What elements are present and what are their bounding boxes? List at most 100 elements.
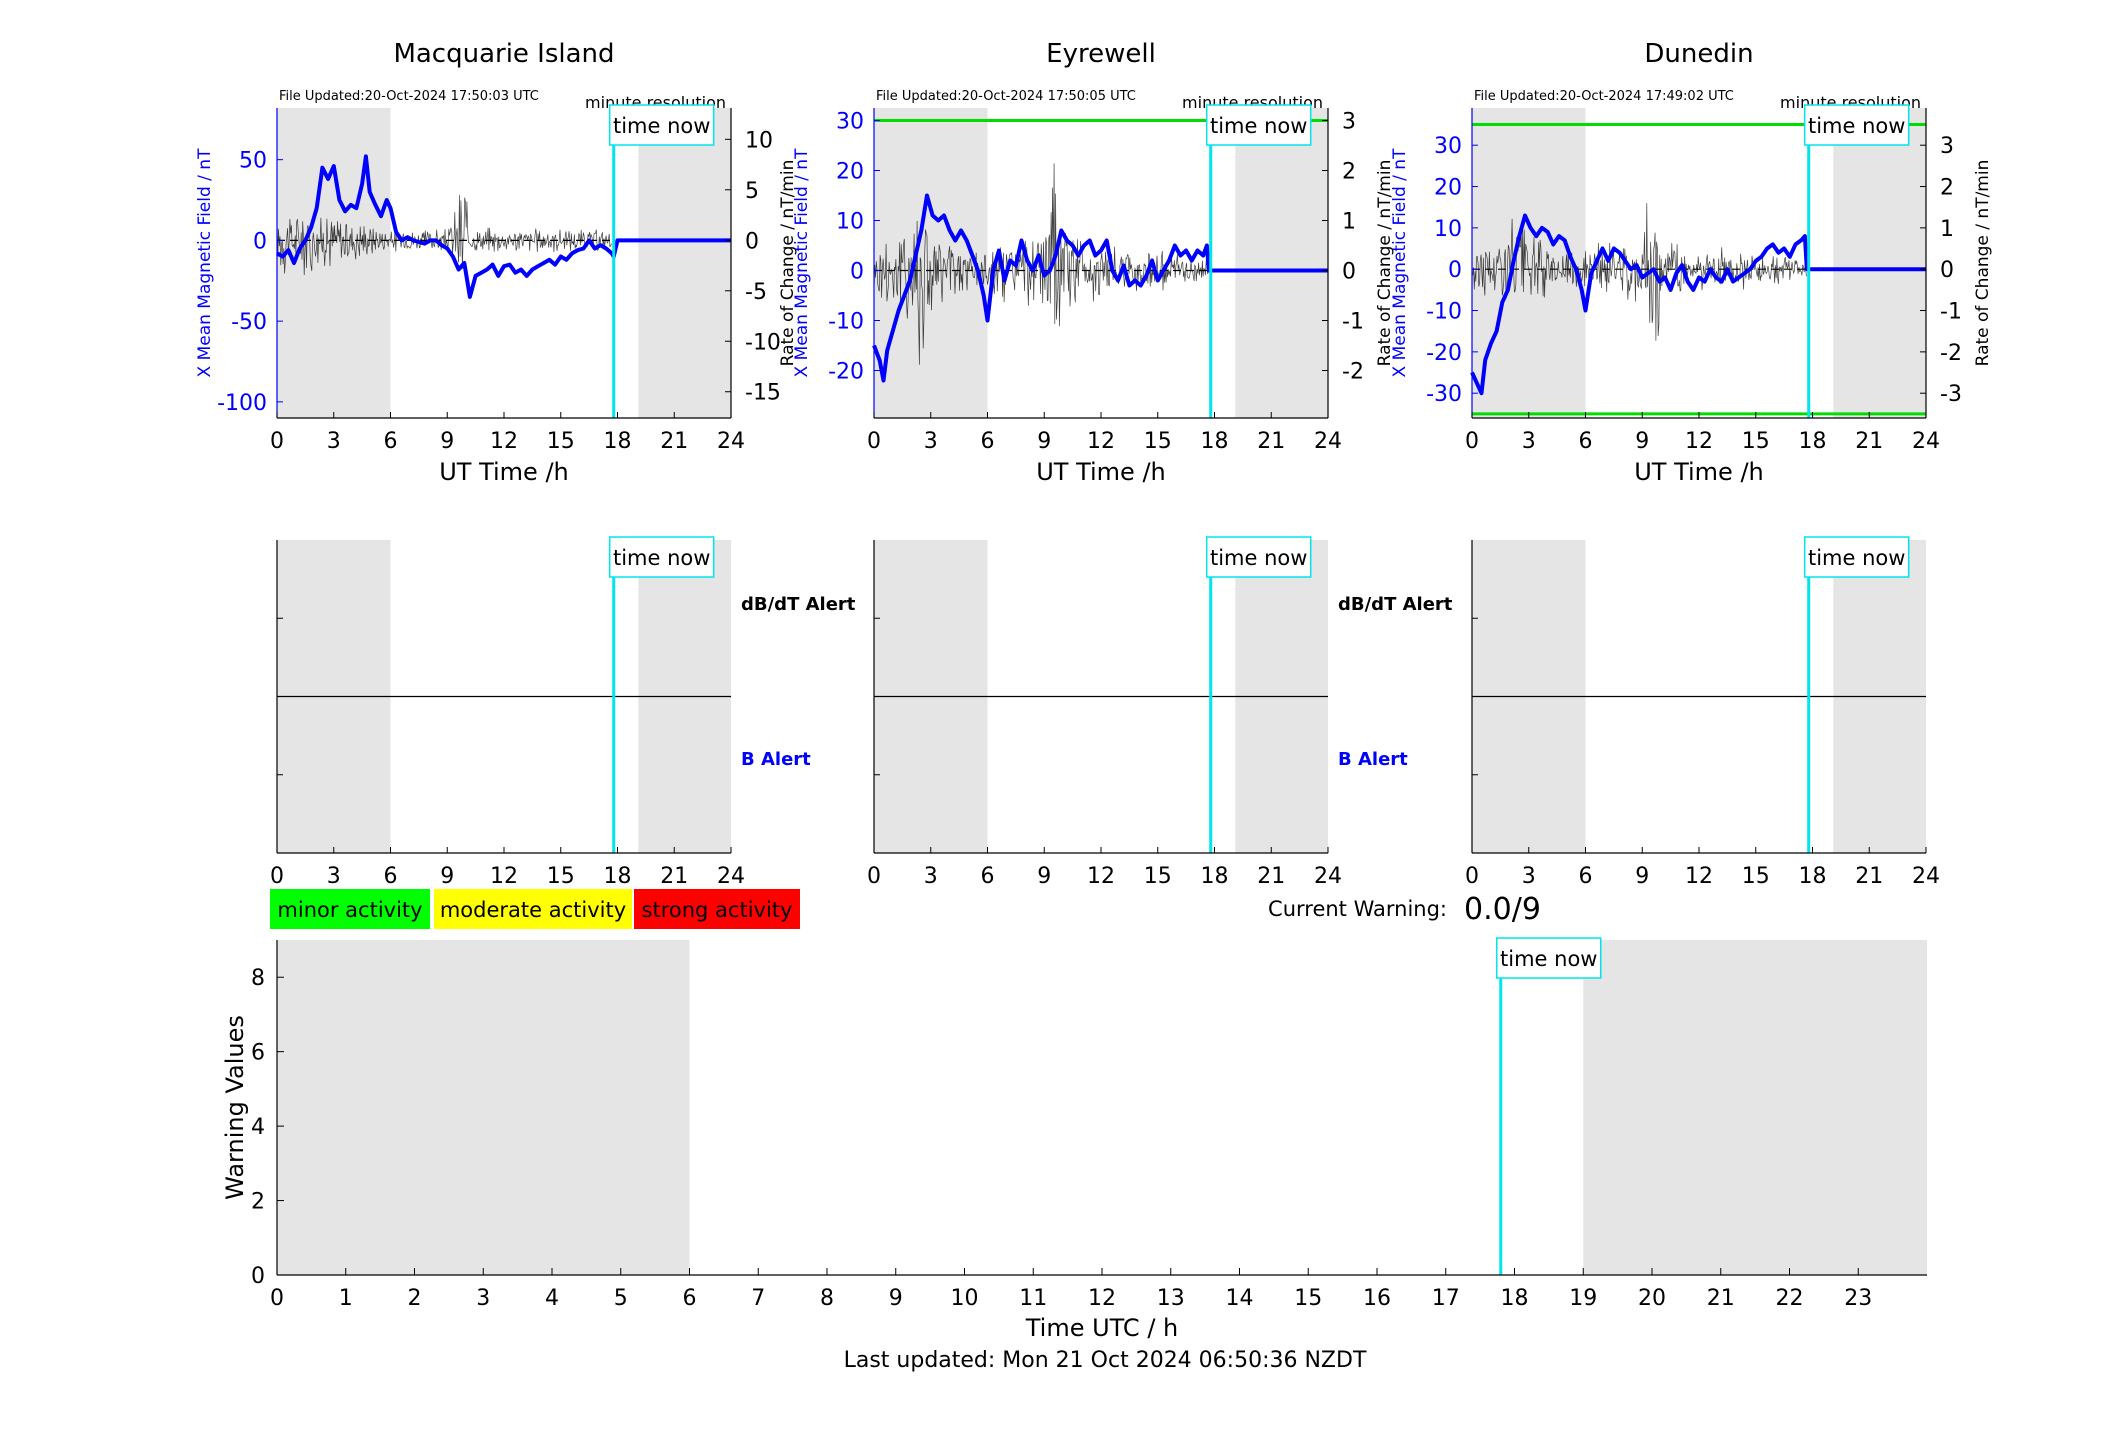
p2-x-tick-label: 18 xyxy=(1799,429,1827,454)
legend-moderate-swatch xyxy=(434,889,632,929)
current-warning-value: 0.0/9 xyxy=(1464,892,1541,927)
warning-x-tick-label: 0 xyxy=(270,1286,284,1311)
warning-x-tick-label: 3 xyxy=(476,1286,490,1311)
p0-y-tick-label-right: -15 xyxy=(745,381,781,406)
p1-x-tick-label: 3 xyxy=(924,429,938,454)
warning-time-now-box xyxy=(1496,937,1602,979)
a2-x-tick-label: 18 xyxy=(1799,864,1827,889)
a0-x-tick-label: 15 xyxy=(547,864,575,889)
p0-x-label: UT Time /h xyxy=(439,458,569,486)
p0-y-label-right: Rate of Change / nT/min xyxy=(778,160,798,367)
warning-x-tick-label: 2 xyxy=(408,1286,422,1311)
p2-y-tick-label-right: -1 xyxy=(1940,300,1962,325)
p2-y-tick-label-right: 2 xyxy=(1940,176,1954,201)
p0-file-updated: File Updated:20-Oct-2024 17:50:03 UTC xyxy=(279,89,539,104)
a2-x-tick-label: 3 xyxy=(1522,864,1536,889)
p0-field-series xyxy=(276,154,731,299)
p2-x-tick-label: 0 xyxy=(1465,429,1479,454)
p2-y-tick-label-right: 1 xyxy=(1940,217,1954,242)
p0-x-tick-label: 12 xyxy=(490,429,518,454)
a0-time-now-box xyxy=(608,536,715,578)
p1-rate-series xyxy=(873,163,1209,365)
warning-x-tick-label: 19 xyxy=(1569,1286,1597,1311)
p2-title: Dunedin xyxy=(1644,39,1753,69)
legend-minor-swatch xyxy=(270,889,430,929)
p1-y-tick-label-left: 20 xyxy=(836,160,864,185)
warning-y-tick-label: 0 xyxy=(251,1264,265,1289)
warning-x-tick-label: 21 xyxy=(1707,1286,1735,1311)
p2-x-tick-label: 24 xyxy=(1912,429,1940,454)
warning-x-tick-label: 13 xyxy=(1157,1286,1185,1311)
p0-x-tick-label: 18 xyxy=(604,429,632,454)
p1-x-tick-label: 12 xyxy=(1087,429,1115,454)
p2-y-tick-label-left: -20 xyxy=(1426,341,1462,366)
p0-night-shade xyxy=(638,108,731,418)
a1-time-now-label: time now xyxy=(1210,546,1307,570)
warning-y-label: Warning Values xyxy=(221,1015,249,1200)
warning-x-tick-label: 22 xyxy=(1776,1286,1804,1311)
warning-x-tick-label: 7 xyxy=(751,1286,765,1311)
p2-x-label: UT Time /h xyxy=(1634,458,1764,486)
p1-x-tick-label: 9 xyxy=(1037,429,1051,454)
warning-x-tick-label: 4 xyxy=(545,1286,559,1311)
p0-y-tick-label-right: -10 xyxy=(745,330,781,355)
warning-y-tick-label: 6 xyxy=(251,1041,265,1066)
p2-y-tick-label-left: -30 xyxy=(1426,382,1462,407)
a0-x-tick-label: 12 xyxy=(490,864,518,889)
p1-file-updated: File Updated:20-Oct-2024 17:50:05 UTC xyxy=(876,89,1136,104)
p0-y-tick-label-right: -5 xyxy=(745,280,767,305)
p2-y-tick-label-left: 30 xyxy=(1434,134,1462,159)
last-updated: Last updated: Mon 21 Oct 2024 06:50:36 N… xyxy=(844,1348,1367,1373)
p1-y-tick-label-left: 10 xyxy=(836,210,864,235)
warning-x-tick-label: 20 xyxy=(1638,1286,1666,1311)
warning-x-tick-label: 1 xyxy=(339,1286,353,1311)
a2-x-tick-label: 21 xyxy=(1855,864,1883,889)
p1-y-tick-label-left: 30 xyxy=(836,110,864,135)
warning-x-tick-label: 14 xyxy=(1226,1286,1254,1311)
warning-y-tick-label: 4 xyxy=(251,1115,265,1140)
a2-x-tick-label: 0 xyxy=(1465,864,1479,889)
p2-y-tick-label-left: -10 xyxy=(1426,300,1462,325)
a1-x-tick-label: 18 xyxy=(1201,864,1229,889)
a0-x-tick-label: 6 xyxy=(384,864,398,889)
p1-x-tick-label: 15 xyxy=(1144,429,1172,454)
p2-y-tick-label-left: 20 xyxy=(1434,176,1462,201)
a0-time-now-label: time now xyxy=(613,546,710,570)
legend-minor-label: minor activity xyxy=(277,898,422,922)
legend-strong-label: strong activity xyxy=(642,898,793,922)
warning-x-label: Time UTC / h xyxy=(1025,1314,1179,1342)
a1-x-tick-label: 21 xyxy=(1257,864,1285,889)
warning-x-tick-label: 9 xyxy=(889,1286,903,1311)
a2-time-now-box xyxy=(1803,536,1910,578)
p1-y-tick-label-right: 1 xyxy=(1342,210,1356,235)
a1-x-tick-label: 9 xyxy=(1037,864,1051,889)
p2-y-tick-label-left: 0 xyxy=(1448,258,1462,283)
p0-y-tick-label-right: 0 xyxy=(745,229,759,254)
a1-x-tick-label: 24 xyxy=(1314,864,1342,889)
p0-y-label-left: X Mean Magnetic Field / nT xyxy=(195,148,215,378)
a2-x-tick-label: 15 xyxy=(1742,864,1770,889)
a1-x-tick-label: 6 xyxy=(981,864,995,889)
p2-field-series xyxy=(1470,213,1926,396)
p2-y-label-left: X Mean Magnetic Field / nT xyxy=(1390,148,1410,378)
p0-x-tick-label: 21 xyxy=(660,429,688,454)
warning-x-tick-label: 18 xyxy=(1501,1286,1529,1311)
p2-y-tick-label-right: -3 xyxy=(1940,382,1962,407)
p1-y-label-left: X Mean Magnetic Field / nT xyxy=(792,148,812,378)
warning-x-tick-label: 12 xyxy=(1088,1286,1116,1311)
warning-time-now-label: time now xyxy=(1500,947,1597,971)
a2-x-tick-label: 9 xyxy=(1635,864,1649,889)
warning-x-tick-label: 16 xyxy=(1363,1286,1391,1311)
p0-y-tick-label-left: 0 xyxy=(253,229,267,254)
warning-x-tick-label: 17 xyxy=(1432,1286,1460,1311)
p0-x-tick-label: 15 xyxy=(547,429,575,454)
a0-x-tick-label: 24 xyxy=(717,864,745,889)
warning-x-tick-label: 11 xyxy=(1019,1286,1047,1311)
p2-night-shade xyxy=(1833,108,1926,418)
p0-title: Macquarie Island xyxy=(393,39,614,69)
p1-y-tick-label-left: -20 xyxy=(828,360,864,385)
p1-time-now-box xyxy=(1205,104,1312,146)
p1-x-tick-label: 6 xyxy=(981,429,995,454)
warning-x-tick-label: 23 xyxy=(1844,1286,1872,1311)
p0-y-tick-label-right: 5 xyxy=(745,179,759,204)
